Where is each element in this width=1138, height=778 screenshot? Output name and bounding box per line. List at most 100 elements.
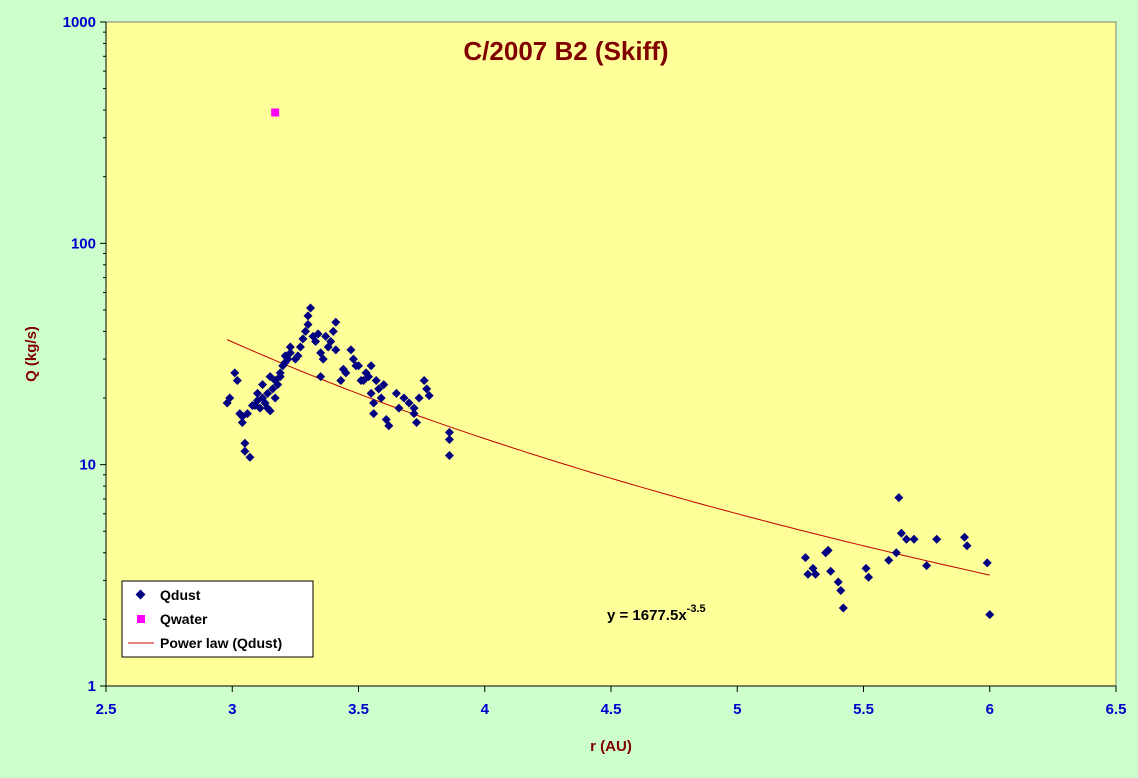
qdust-point [313, 329, 323, 339]
qdust-point [285, 342, 295, 352]
qdust-point [371, 376, 381, 386]
qdust-point [321, 331, 331, 341]
qdust-point [444, 451, 454, 461]
qdust-point [348, 354, 358, 364]
qdust-series [222, 303, 995, 620]
x-tick-label: 3.5 [348, 701, 369, 718]
qdust-point [896, 528, 906, 538]
qdust-point [230, 368, 240, 378]
legend-marker-qwater [137, 615, 145, 623]
qdust-point [328, 326, 338, 336]
y-tick-label: 100 [71, 235, 96, 252]
qdust-point [414, 393, 424, 403]
qdust-point [369, 409, 379, 419]
legend-marker-qdust [135, 589, 146, 600]
qdust-point [419, 376, 429, 386]
qdust-point [255, 403, 265, 413]
qdust-point [932, 534, 942, 544]
qdust-point [409, 403, 419, 413]
fit-equation-exponent: -3.5 [687, 603, 706, 615]
qdust-point [364, 372, 374, 382]
qdust-point [253, 388, 262, 398]
qdust-point [303, 311, 313, 321]
qdust-point [285, 348, 295, 358]
qdust-point [237, 418, 247, 428]
qdust-point [268, 384, 278, 394]
legend-box [121, 580, 314, 658]
qdust-point [318, 354, 328, 364]
chart-title: C/2007 B2 (Skiff) [463, 36, 668, 66]
qdust-point [836, 586, 846, 596]
qdust-point [444, 427, 454, 437]
qdust-point [404, 398, 414, 408]
qdust-point [982, 558, 992, 568]
qdust-point [298, 334, 308, 344]
x-axis-ticks: 2.5 3 3.5 4 4.5 5 5.5 6 6.5 [96, 685, 1127, 718]
qdust-point [409, 409, 419, 419]
qdust-point [331, 317, 341, 327]
qdust-point [263, 388, 273, 398]
qdust-point [366, 388, 376, 398]
qdust-point [800, 553, 810, 563]
legend-label-powerlaw: Power law (Qdust) [160, 635, 282, 651]
qdust-point [258, 380, 268, 390]
x-axis-title: r (AU) [590, 738, 632, 755]
qdust-point [273, 380, 283, 390]
qdust-point [960, 532, 969, 542]
qdust-point [316, 372, 326, 382]
qdust-point [225, 393, 235, 403]
qdust-point [424, 391, 434, 401]
y-tick-label: 1 [88, 678, 96, 695]
x-tick-label: 6 [986, 701, 994, 718]
qdust-point [232, 376, 242, 386]
x-tick-label: 2.5 [96, 701, 117, 718]
qdust-point [833, 577, 843, 587]
qdust-point [422, 384, 432, 394]
qdust-point [240, 438, 250, 448]
qdust-point [374, 384, 384, 394]
y-tick-label: 1000 [63, 14, 96, 31]
qdust-point [823, 545, 833, 555]
qdust-point [864, 572, 874, 582]
x-tick-label: 3 [228, 701, 236, 718]
qdust-point [894, 493, 904, 503]
x-tick-label: 5.5 [853, 701, 874, 718]
qdust-point [811, 569, 821, 579]
qdust-point [265, 406, 275, 416]
fit-equation-main: y = 1677.5x [607, 607, 687, 624]
power-law-fit-path [226, 339, 990, 576]
qdust-point [394, 403, 404, 413]
x-tick-label: 4 [481, 701, 490, 718]
qdust-point [891, 548, 901, 558]
qdust-point [391, 388, 401, 398]
qdust-point [270, 393, 280, 403]
power-law-line [226, 339, 990, 576]
qdust-point [861, 563, 871, 573]
qdust-point [384, 421, 394, 431]
qdust-point [311, 337, 321, 347]
qdust-point [444, 434, 454, 444]
qdust-point [354, 361, 363, 371]
qdust-point [245, 452, 255, 462]
x-tick-label: 6.5 [1106, 701, 1127, 718]
qdust-point [884, 555, 894, 565]
qdust-point [838, 603, 848, 613]
qdust-point [922, 561, 932, 571]
qdust-point [275, 372, 285, 382]
qdust-point [341, 368, 351, 378]
y-axis-title: Q (kg/s) [23, 326, 40, 382]
qdust-point [962, 541, 972, 551]
qdust-point [242, 409, 252, 419]
qdust-point [240, 446, 250, 456]
qdust-point [985, 610, 995, 620]
y-tick-label: 10 [79, 457, 96, 474]
qdust-point [826, 566, 836, 576]
legend: Qdust Qwater Power law (Qdust) [121, 580, 314, 658]
qdust-point [376, 393, 386, 403]
qdust-point [901, 534, 911, 544]
qdust-point [306, 303, 316, 313]
qdust-point [336, 376, 346, 386]
legend-label-qwater: Qwater [160, 611, 208, 627]
